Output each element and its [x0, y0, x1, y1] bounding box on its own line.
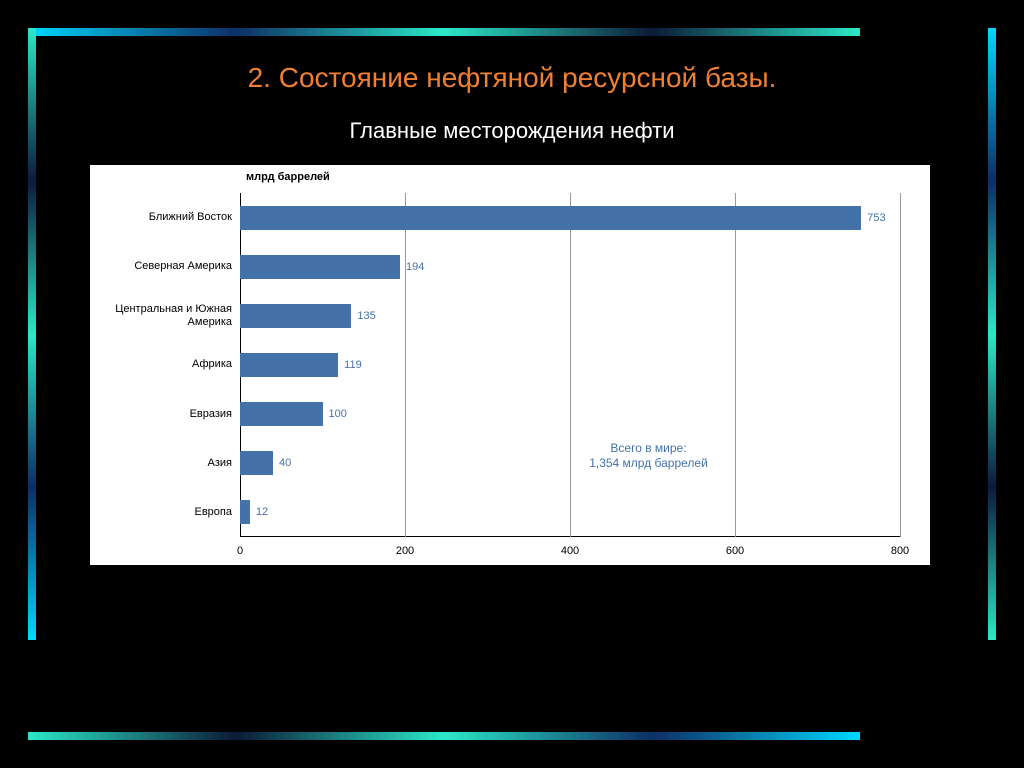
frame-bottom	[28, 732, 860, 740]
grid-line	[900, 193, 901, 537]
bar-value-label: 100	[323, 402, 347, 426]
bar-row: 119	[240, 353, 900, 377]
slide-title: 2. Состояние нефтяной ресурсной базы.	[0, 62, 1024, 94]
bar	[240, 353, 338, 377]
category-label: Африка	[90, 353, 232, 377]
category-label: Северная Америка	[90, 255, 232, 279]
category-label: Ближний Восток	[90, 206, 232, 230]
slide: { "slide": { "title": "2. Состояние нефт…	[0, 0, 1024, 768]
bar-row: 194	[240, 255, 900, 279]
bar-row: 753	[240, 206, 900, 230]
bar-value-label: 40	[273, 451, 291, 475]
bar	[240, 500, 250, 524]
category-label: Азия	[90, 451, 232, 475]
plot-area: 02004006008007531941351191004012	[240, 193, 900, 537]
x-tick-label: 0	[237, 545, 243, 557]
y-axis-title: млрд баррелей	[246, 171, 330, 183]
category-label: Евразия	[90, 402, 232, 426]
bar	[240, 255, 400, 279]
annotation-line2: 1,354 млрд баррелей	[589, 456, 708, 470]
bar-row: 12	[240, 500, 900, 524]
x-tick-label: 800	[891, 545, 909, 557]
bar	[240, 206, 861, 230]
slide-subtitle: Главные месторождения нефти	[0, 118, 1024, 144]
bar	[240, 402, 323, 426]
bar-value-label: 135	[351, 304, 375, 328]
bar-row: 100	[240, 402, 900, 426]
bar-value-label: 194	[400, 255, 424, 279]
bar-value-label: 753	[861, 206, 885, 230]
bar	[240, 451, 273, 475]
bar	[240, 304, 351, 328]
bar-value-label: 119	[338, 353, 362, 377]
category-label: Европа	[90, 500, 232, 524]
bar-value-label: 12	[250, 500, 268, 524]
bar-row: 135	[240, 304, 900, 328]
x-tick-label: 400	[561, 545, 579, 557]
x-tick-label: 600	[726, 545, 744, 557]
category-label: Центральная и ЮжнаяАмерика	[90, 304, 232, 328]
bar-row: 40	[240, 451, 900, 475]
x-tick-label: 200	[396, 545, 414, 557]
chart-inner: млрд баррелей 0 200 400 600 800 753 194 135 119 1…	[90, 165, 930, 565]
chart-annotation: Всего в мире: 1,354 млрд баррелей	[589, 441, 708, 472]
frame-top	[28, 28, 860, 36]
chart-panel: млрд баррелей 0 200 400 600 800 753 194 135 119 1…	[90, 165, 930, 565]
annotation-line1: Всего в мире:	[610, 441, 686, 455]
